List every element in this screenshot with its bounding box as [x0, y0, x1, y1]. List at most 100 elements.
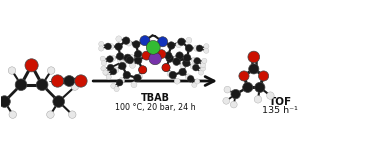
Circle shape [110, 68, 117, 75]
Circle shape [0, 96, 10, 107]
Circle shape [167, 42, 175, 49]
Circle shape [176, 52, 183, 59]
Circle shape [108, 43, 114, 49]
Circle shape [204, 44, 209, 49]
Circle shape [149, 52, 161, 65]
Circle shape [190, 63, 196, 69]
Text: TOF: TOF [269, 97, 292, 107]
Circle shape [248, 51, 260, 63]
Circle shape [131, 82, 137, 88]
Circle shape [162, 64, 170, 71]
Circle shape [71, 83, 79, 90]
Circle shape [178, 38, 185, 46]
Circle shape [186, 37, 192, 43]
Circle shape [101, 66, 106, 71]
Circle shape [119, 62, 126, 70]
Circle shape [130, 62, 135, 68]
Circle shape [116, 79, 123, 86]
Circle shape [167, 71, 173, 77]
Circle shape [36, 79, 48, 91]
Circle shape [185, 44, 193, 52]
Circle shape [249, 64, 259, 74]
Circle shape [140, 36, 150, 46]
Circle shape [184, 55, 190, 61]
Circle shape [107, 56, 113, 63]
Circle shape [191, 57, 197, 63]
Circle shape [25, 59, 38, 72]
Circle shape [113, 67, 119, 73]
Circle shape [15, 79, 27, 91]
Circle shape [157, 50, 166, 59]
Circle shape [164, 52, 172, 59]
Circle shape [259, 71, 269, 81]
Circle shape [266, 92, 274, 99]
Circle shape [103, 70, 108, 75]
Circle shape [231, 89, 240, 99]
Circle shape [162, 64, 170, 72]
Circle shape [172, 56, 178, 62]
Circle shape [183, 59, 190, 67]
Circle shape [118, 58, 124, 64]
Circle shape [134, 74, 141, 82]
Circle shape [8, 67, 16, 74]
Circle shape [179, 68, 186, 76]
Circle shape [107, 64, 114, 71]
Circle shape [200, 63, 206, 68]
Circle shape [195, 79, 200, 84]
Circle shape [99, 41, 104, 47]
Circle shape [116, 36, 122, 42]
Circle shape [51, 75, 64, 87]
Circle shape [173, 58, 180, 65]
Circle shape [124, 54, 132, 62]
Circle shape [202, 58, 207, 63]
Circle shape [204, 48, 209, 53]
Circle shape [146, 40, 160, 54]
Text: TBAB: TBAB [141, 93, 170, 103]
Circle shape [192, 64, 199, 71]
Circle shape [68, 111, 76, 118]
Circle shape [173, 60, 179, 66]
Circle shape [47, 67, 55, 74]
Circle shape [100, 56, 105, 61]
Circle shape [123, 71, 131, 79]
Circle shape [115, 43, 122, 50]
Circle shape [119, 77, 125, 83]
Circle shape [104, 70, 109, 76]
Text: 135 h⁻¹: 135 h⁻¹ [262, 106, 298, 115]
Circle shape [231, 101, 237, 108]
Circle shape [255, 82, 265, 93]
Circle shape [110, 55, 116, 61]
Circle shape [198, 70, 204, 75]
Circle shape [200, 66, 206, 71]
Circle shape [106, 74, 112, 80]
Circle shape [194, 45, 200, 51]
Circle shape [53, 96, 65, 107]
Circle shape [183, 54, 191, 62]
Circle shape [114, 87, 119, 92]
Circle shape [174, 78, 180, 84]
Circle shape [166, 55, 174, 62]
Circle shape [158, 37, 168, 47]
Circle shape [105, 43, 112, 50]
Circle shape [196, 45, 203, 52]
Circle shape [136, 74, 143, 80]
Circle shape [239, 71, 249, 81]
Circle shape [187, 75, 194, 82]
Circle shape [176, 42, 182, 48]
Circle shape [192, 82, 197, 87]
Circle shape [194, 58, 201, 64]
Circle shape [139, 66, 146, 74]
Circle shape [120, 61, 126, 67]
Circle shape [128, 54, 134, 60]
Circle shape [169, 71, 177, 79]
Circle shape [111, 83, 116, 89]
Circle shape [9, 111, 17, 118]
Circle shape [254, 96, 262, 103]
Circle shape [46, 111, 54, 118]
Circle shape [101, 60, 107, 66]
Circle shape [180, 63, 186, 69]
Circle shape [75, 75, 87, 87]
Circle shape [138, 66, 147, 74]
Text: +: + [47, 75, 58, 87]
Circle shape [126, 56, 134, 64]
